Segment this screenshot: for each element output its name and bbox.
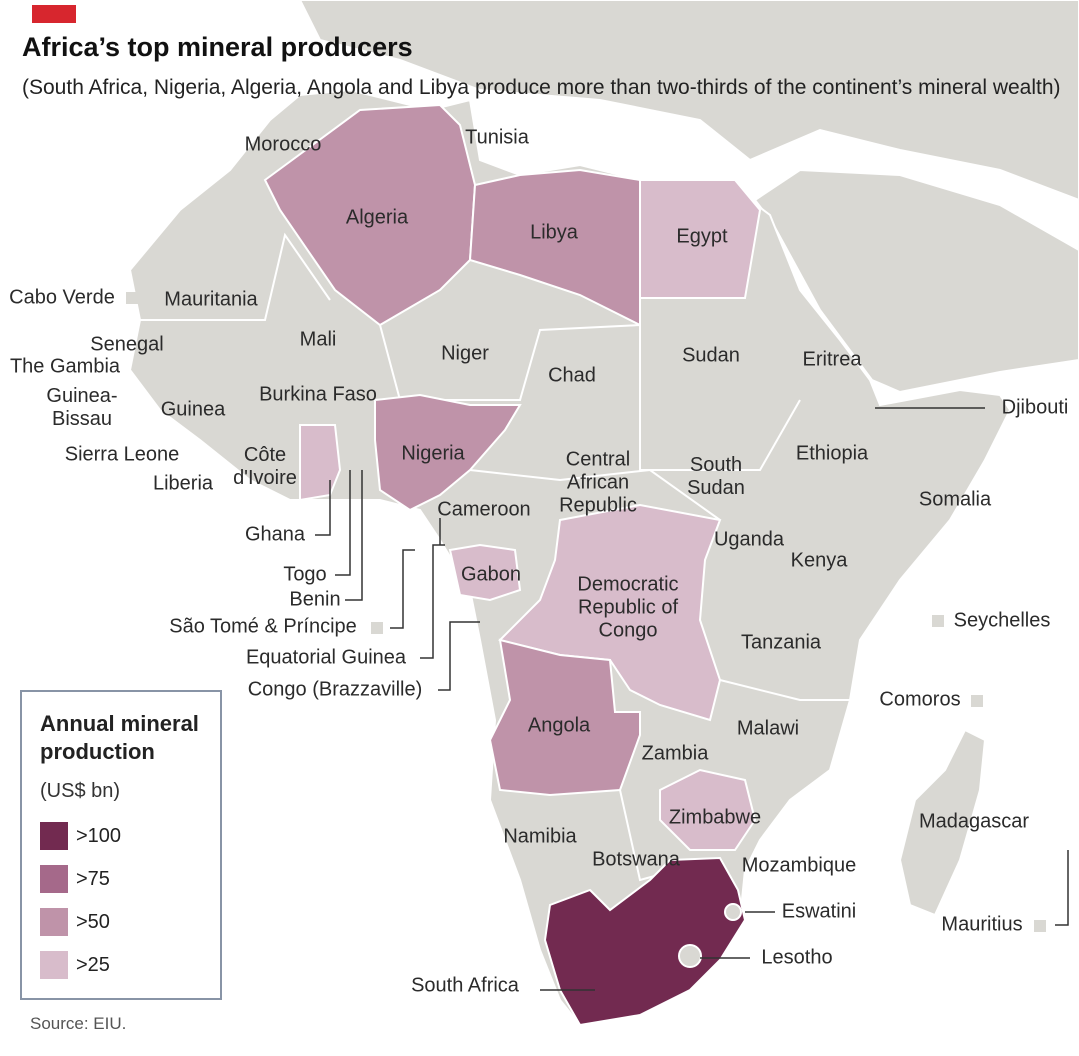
country-label: Malawi — [736, 717, 800, 740]
country-label: Cabo Verde — [9, 286, 115, 309]
leader-line — [315, 480, 331, 536]
island-markers — [126, 292, 1046, 932]
country-label: Eritrea — [802, 348, 862, 371]
country-label: Somalia — [918, 488, 992, 511]
country-shape — [448, 543, 522, 602]
country-shape — [488, 638, 641, 797]
country-label: Morocco — [244, 133, 322, 156]
leader-line — [1055, 850, 1069, 926]
country-label: Senegal — [90, 333, 164, 356]
leader-line — [438, 621, 480, 691]
country-label: Mauritius — [941, 913, 1023, 936]
country-label: Algeria — [345, 206, 409, 229]
country-label: South Africa — [411, 974, 519, 997]
legend-title: Annual mineral production — [40, 711, 199, 764]
country-label: Lesotho — [761, 946, 833, 969]
land — [898, 728, 987, 917]
country-label: Nigeria — [401, 442, 465, 465]
country-label: Côte d'Ivoire — [233, 444, 297, 489]
country-label: Sudan — [682, 344, 740, 367]
legend: Annual mineral production (US$ bn) >100 >… — [20, 690, 222, 1000]
country-label: Angola — [527, 714, 591, 737]
brand-bar — [32, 5, 76, 23]
country-label: Gabon — [460, 563, 522, 586]
legend-label: >100 — [76, 825, 122, 847]
subtitle: (South Africa, Nigeria, Algeria, Angola … — [22, 76, 1061, 99]
country-label: Guinea — [160, 398, 226, 421]
country-label: Togo — [283, 563, 327, 586]
leader-line — [345, 470, 363, 601]
country-label: Mozambique — [741, 854, 857, 877]
country-label: Sierra Leone — [64, 443, 180, 466]
legend-unit: (US$ bn) — [40, 780, 121, 802]
country-label: Equatorial Guinea — [245, 646, 407, 669]
country-label: Ghana — [244, 523, 306, 546]
title: Africa’s top mineral producers — [22, 32, 413, 62]
country-label: South Sudan — [687, 454, 745, 499]
country-label: Mauritania — [164, 288, 258, 311]
legend-swatch — [40, 908, 68, 936]
country-label: São Tomé & Príncipe — [169, 615, 357, 638]
country-label: Comoros — [879, 688, 961, 711]
country-label: Central African Republic — [559, 448, 637, 517]
country-label: Democratic Republic of Congo — [577, 573, 679, 642]
country-label: Benin — [289, 588, 341, 611]
island-marker — [1034, 920, 1046, 932]
country-shape — [468, 168, 641, 327]
country-label: The Gambia — [9, 355, 121, 378]
enclave — [724, 903, 742, 921]
country-label: Libya — [530, 221, 578, 244]
country-label: Guinea-Bissau — [46, 385, 118, 430]
country-label: Tunisia — [465, 126, 529, 149]
country-label: Tanzania — [740, 631, 822, 654]
country-label: Liberia — [152, 472, 214, 495]
country-label: Niger — [441, 342, 489, 365]
country-label: Burkina Faso — [259, 383, 377, 406]
legend-swatch — [40, 865, 68, 893]
leader-lines — [315, 407, 1069, 991]
leader-line — [420, 544, 445, 659]
country-label: Uganda — [713, 528, 785, 551]
country-label: Egypt — [676, 225, 728, 248]
enclave — [678, 944, 702, 968]
border — [140, 232, 331, 321]
country-label: Djibouti — [1001, 396, 1069, 419]
border — [469, 468, 721, 521]
country-label: Zimbabwe — [668, 806, 762, 829]
legend-label: >25 — [76, 954, 110, 976]
country-shape — [374, 393, 522, 512]
legend-swatch — [40, 951, 68, 979]
land — [753, 168, 1079, 394]
country-label: Mali — [299, 328, 337, 351]
legend-swatch — [40, 822, 68, 850]
country-label: Cameroon — [437, 498, 531, 521]
country-label: Kenya — [790, 549, 848, 572]
country-label: Seychelles — [953, 609, 1051, 632]
leader-line — [335, 470, 351, 576]
legend-label: >75 — [76, 868, 110, 890]
country-label: Ethiopia — [795, 442, 869, 465]
country-label: Eswatini — [781, 900, 857, 923]
country-shape — [498, 503, 722, 722]
country-shape — [659, 768, 757, 851]
island-marker — [932, 615, 944, 627]
island-marker — [126, 292, 138, 304]
island-marker — [371, 622, 383, 634]
country-label: Namibia — [503, 825, 577, 848]
country-label: Zambia — [641, 742, 709, 765]
leader-line — [390, 549, 415, 629]
country-shape — [543, 856, 747, 1027]
country-label: Botswana — [592, 848, 680, 871]
country-label: Congo (Brazzaville) — [247, 678, 423, 701]
border — [719, 679, 850, 701]
land — [298, 0, 1079, 202]
legend-label: >50 — [76, 911, 110, 933]
country-label: Chad — [548, 364, 596, 387]
source: Source: EIU. — [30, 1014, 127, 1033]
country-shape — [639, 179, 762, 299]
island-marker — [971, 695, 983, 707]
country-label: Madagascar — [918, 810, 1030, 833]
